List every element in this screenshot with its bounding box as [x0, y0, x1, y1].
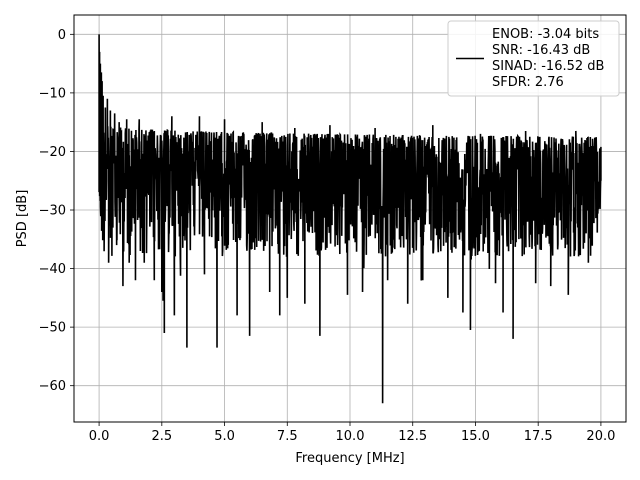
x-tick-label: 0.0 [89, 429, 110, 444]
legend-label: ENOB: -3.04 bits SNR: -16.43 dB SINAD: -16… [492, 27, 604, 90]
plot-area [98, 34, 602, 404]
legend-label-line: ENOB: -3.04 bits [492, 27, 599, 42]
legend-label-line: SINAD: -16.52 dB [492, 59, 604, 74]
x-tick-label: 20.0 [586, 429, 615, 444]
y-tick-label: 0 [58, 28, 66, 43]
x-axis-label: Frequency [MHz] [295, 451, 404, 466]
x-tick-label: 15.0 [461, 429, 490, 444]
y-tick-label: −60 [39, 379, 66, 394]
y-tick-label: −50 [39, 321, 66, 336]
y-tick-label: −40 [39, 262, 66, 277]
legend-label-line: SFDR: 2.76 [492, 75, 564, 90]
legend-label-line: SNR: -16.43 dB [492, 43, 590, 58]
x-tick-label: 7.5 [277, 429, 298, 444]
psd-series-line [98, 34, 602, 404]
legend: ENOB: -3.04 bits SNR: -16.43 dB SINAD: -16… [447, 20, 620, 97]
x-tick-label: 12.5 [398, 429, 427, 444]
x-tick-label: 2.5 [151, 429, 172, 444]
y-tick-label: −20 [39, 145, 66, 160]
y-tick-label: −10 [39, 86, 66, 101]
x-tick-label: 17.5 [524, 429, 553, 444]
legend-box [447, 20, 620, 97]
x-tick-label: 10.0 [336, 429, 365, 444]
y-axis-label: PSD [dB] [15, 190, 30, 248]
y-tick-label: −30 [39, 204, 66, 219]
ticks: 0.0 2.5 5.0 7.5 10.0 12.5 15.0 17.5 20.0 0 −10 −20 −… [39, 28, 616, 444]
x-tick-label: 5.0 [214, 429, 235, 444]
